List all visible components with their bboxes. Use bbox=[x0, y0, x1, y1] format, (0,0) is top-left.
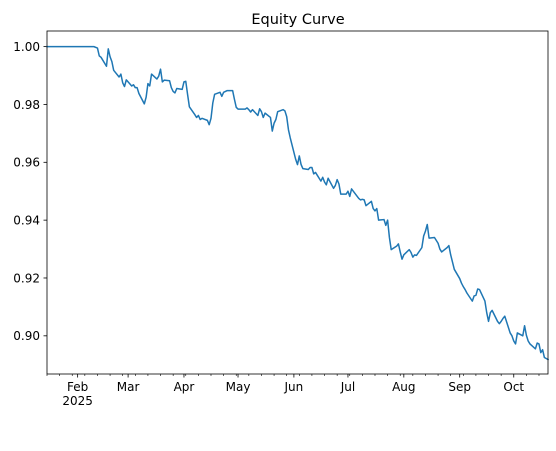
x-tick-label: Oct bbox=[503, 380, 524, 394]
y-tick-label: 0.98 bbox=[13, 98, 40, 112]
plot-area bbox=[47, 31, 548, 374]
y-axis: 0.90 0.92 0.94 0.96 0.98 1.00 bbox=[13, 40, 47, 343]
y-tick-label: 0.94 bbox=[13, 213, 40, 227]
series-group bbox=[46, 45, 550, 361]
x-tick-label: Feb bbox=[67, 380, 88, 394]
x-tick-label: Apr bbox=[174, 380, 195, 394]
y-tick-label: 0.96 bbox=[13, 156, 40, 170]
equity-line bbox=[46, 45, 550, 361]
x-tick-label: Jun bbox=[284, 380, 304, 394]
x-tick-label: Aug bbox=[392, 380, 415, 394]
x-tick-label: Jul bbox=[340, 380, 355, 394]
x-tick-sublabel: 2025 bbox=[62, 394, 93, 408]
plot-frame bbox=[46, 30, 549, 375]
x-tick-label: May bbox=[226, 380, 251, 394]
y-tick-label: 0.90 bbox=[13, 329, 40, 343]
y-tick-label: 1.00 bbox=[13, 40, 40, 54]
x-tick-label: Mar bbox=[117, 380, 140, 394]
x-tick-label: Sep bbox=[448, 380, 471, 394]
y-tick-label: 0.92 bbox=[13, 271, 40, 285]
chart-title: Equity Curve bbox=[251, 12, 344, 28]
